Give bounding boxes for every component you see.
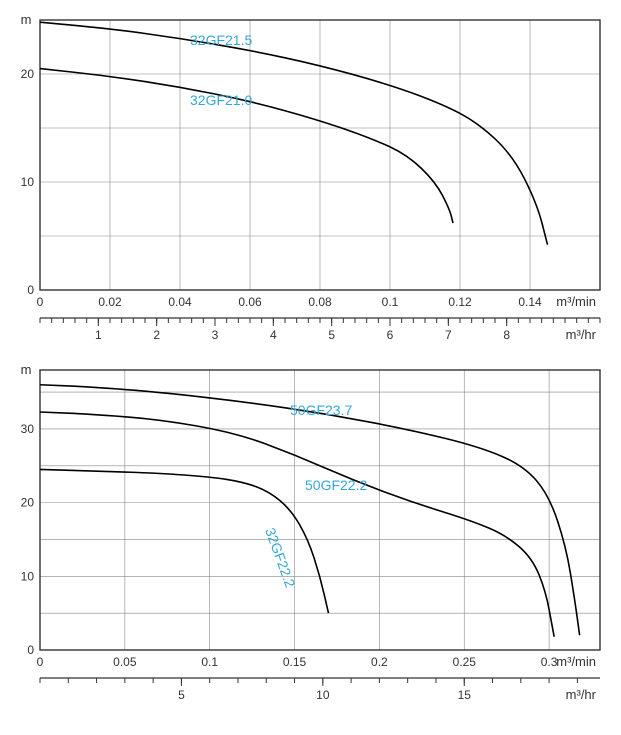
- x-tick-label: 0.14: [518, 295, 542, 309]
- y-tick-label: 20: [21, 67, 35, 81]
- secondary-x-tick-label: 2: [153, 328, 160, 340]
- chart2-svg: 0102030m00.050.10.150.20.250.3m³/min5101…: [10, 360, 620, 705]
- secondary-x-tick-label: 3: [212, 328, 219, 340]
- x-tick-label: 0.25: [453, 655, 477, 669]
- y-tick-label: 30: [21, 422, 35, 436]
- x-tick-label: 0.15: [283, 655, 307, 669]
- y-axis-unit: m: [21, 362, 32, 377]
- series-label: 32GF22.2: [262, 526, 298, 590]
- x-tick-label: 0.12: [448, 295, 472, 309]
- x-axis-unit: m³/min: [556, 294, 596, 309]
- x-axis-unit: m³/min: [556, 654, 596, 669]
- y-tick-label: 10: [21, 175, 35, 189]
- y-tick-label: 10: [21, 569, 35, 583]
- x-tick-label: 0: [37, 655, 44, 669]
- secondary-x-tick-label: 1: [95, 328, 102, 340]
- series-curve: [40, 385, 580, 636]
- x-tick-label: 0.05: [113, 655, 137, 669]
- x-tick-label: 0.06: [238, 295, 262, 309]
- x-tick-label: 0.2: [371, 655, 388, 669]
- x-tick-label: 0.04: [168, 295, 192, 309]
- chart1-svg: 0 10 20 m 0 0.02 0.04 0.06 0.08 0.1 0.12 0.14 m³/min…: [10, 10, 620, 340]
- x-tick-label: 0: [37, 295, 44, 309]
- y-axis-unit: m: [21, 12, 32, 27]
- secondary-x-tick-label: 4: [270, 328, 277, 340]
- series-curve: [40, 469, 328, 613]
- y-tick-label: 0: [27, 643, 34, 657]
- secondary-x-axis-unit: m³/hr: [566, 327, 597, 340]
- series-label: 32GF21.5: [190, 32, 252, 48]
- series-label: 50GF22.2: [305, 477, 367, 493]
- y-tick-label: 20: [21, 496, 35, 510]
- secondary-x-tick-label: 7: [445, 328, 452, 340]
- series-label: 32GF21.0: [190, 92, 252, 108]
- series-curve: [40, 412, 554, 637]
- x-tick-label: 0.3: [541, 655, 558, 669]
- secondary-x-tick-label: 8: [503, 328, 510, 340]
- secondary-x-tick-label: 5: [328, 328, 335, 340]
- y-tick-label: 0: [27, 283, 34, 297]
- pump-curve-chart-1: 0 10 20 m 0 0.02 0.04 0.06 0.08 0.1 0.12 0.14 m³/min…: [10, 10, 611, 340]
- x-tick-label: 0.1: [201, 655, 218, 669]
- x-tick-label: 0.02: [98, 295, 122, 309]
- pump-curve-chart-2: 0102030m00.050.10.150.20.250.3m³/min5101…: [10, 360, 611, 705]
- x-tick-label: 0.1: [382, 295, 399, 309]
- secondary-x-tick-label: 6: [387, 328, 394, 340]
- x-tick-label: 0.08: [308, 295, 332, 309]
- series-label: 50GF23.7: [290, 402, 352, 418]
- series-curve: [40, 22, 548, 244]
